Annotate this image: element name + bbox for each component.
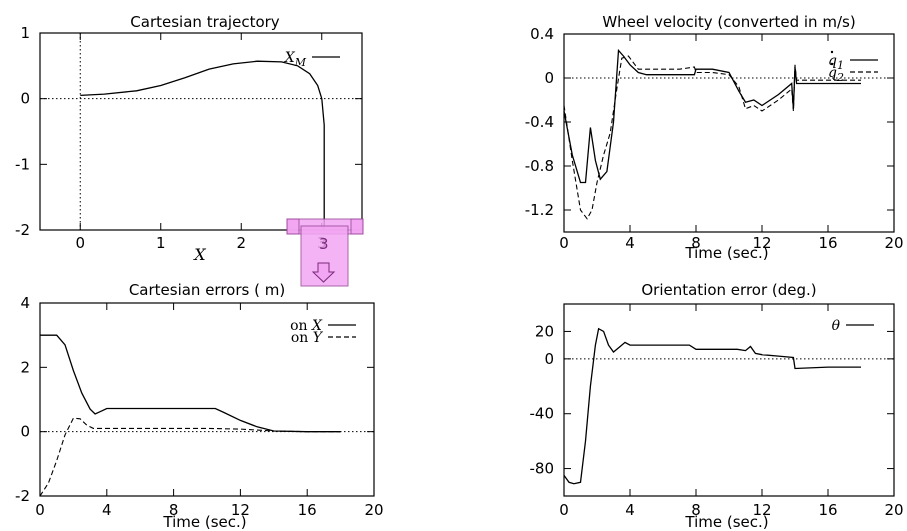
plot-frame bbox=[39, 32, 363, 231]
y-tick-label: -40 bbox=[530, 405, 555, 423]
legend-dot-icon bbox=[830, 62, 834, 66]
overlay-label: 3 bbox=[319, 235, 329, 253]
x-tick-label: 1 bbox=[156, 234, 166, 252]
legend-label: q1 bbox=[828, 53, 844, 72]
chart-title: Orientation error (deg.) bbox=[641, 281, 816, 299]
legend-label: on X bbox=[290, 318, 323, 334]
x-tick-label: 20 bbox=[884, 234, 903, 252]
legend-label: q2 bbox=[828, 65, 844, 84]
y-tick-label: -0.8 bbox=[525, 157, 554, 175]
series-line-1 bbox=[80, 60, 325, 230]
down-arrow-icon[interactable] bbox=[311, 262, 336, 283]
x-tick-label: 16 bbox=[298, 501, 317, 519]
orientation-error-panel: Orientation error (deg.) 0 4 8 12 16 20 20 0 -40 -… bbox=[530, 281, 904, 531]
plot-frame bbox=[39, 302, 375, 497]
y-tick-label: 0 bbox=[544, 350, 554, 368]
x-tick-label: 4 bbox=[625, 234, 635, 252]
plot-frame bbox=[563, 303, 895, 497]
x-tick-label: 20 bbox=[884, 501, 903, 519]
x-tick-label: 12 bbox=[752, 234, 771, 252]
x-tick-label: 12 bbox=[231, 501, 250, 519]
y-tick-label: -2 bbox=[15, 221, 30, 239]
y-tick-label: -1 bbox=[15, 155, 30, 173]
y-tick-label: -1.2 bbox=[525, 201, 554, 219]
plot-frame bbox=[563, 33, 895, 233]
x-tick-label: 0 bbox=[559, 501, 569, 519]
x-tick-label: 12 bbox=[752, 501, 771, 519]
series-line-1 bbox=[563, 327, 861, 485]
y-tick-label: 0 bbox=[20, 90, 30, 108]
x-tick-label: 8 bbox=[691, 234, 701, 252]
x-tick-label: 0 bbox=[559, 234, 569, 252]
y-tick-label: 0 bbox=[20, 423, 30, 441]
x-tick-label: 0 bbox=[75, 234, 85, 252]
y-tick-label: 0.4 bbox=[530, 25, 554, 43]
chart-title: Cartesian trajectory bbox=[130, 13, 280, 31]
wheel-velocity-panel: Wheel velocity (converted in m/s) 0 4 8 12 16… bbox=[525, 13, 904, 262]
series-line-2 bbox=[563, 55, 861, 220]
x-axis-label: Time (sec.) bbox=[684, 513, 768, 531]
y-tick-label: 20 bbox=[535, 322, 554, 340]
y-tick-label: -80 bbox=[530, 460, 555, 478]
chart-title: Cartesian errors ( m) bbox=[129, 281, 285, 299]
pink-marker-overlay[interactable]: 3 bbox=[286, 218, 364, 287]
legend-dot-icon bbox=[830, 50, 834, 54]
chart-title: Wheel velocity (converted in m/s) bbox=[602, 13, 855, 31]
x-tick-label: 16 bbox=[818, 234, 837, 252]
x-tick-label: 4 bbox=[625, 501, 635, 519]
x-axis-label: Time (sec.) bbox=[684, 244, 768, 262]
x-tick-label: 0 bbox=[35, 501, 45, 519]
y-tick-label: 1 bbox=[20, 24, 30, 42]
y-tick-label: 2 bbox=[20, 358, 30, 376]
x-tick-label: 8 bbox=[169, 501, 179, 519]
overlay-left-knob[interactable] bbox=[286, 218, 300, 235]
x-axis-label: X bbox=[192, 245, 206, 264]
cartesian-errors-panel: Cartesian errors ( m)0 4 8 12 16 20420-2Time … bbox=[15, 281, 384, 531]
x-tick-label: 16 bbox=[818, 501, 837, 519]
legend-label: XM bbox=[284, 50, 307, 69]
series-line-2 bbox=[39, 417, 341, 497]
series-line-1 bbox=[40, 334, 341, 433]
legend-label: θ bbox=[832, 318, 841, 334]
x-axis-label: Time (sec.) bbox=[162, 513, 246, 531]
y-tick-label: -0.4 bbox=[525, 113, 554, 131]
series-line-1 bbox=[563, 48, 861, 184]
x-tick-label: 20 bbox=[364, 501, 383, 519]
legend-label: on Y bbox=[291, 330, 324, 346]
y-tick-label: 0 bbox=[544, 69, 554, 87]
y-tick-label: -2 bbox=[15, 487, 30, 505]
x-tick-label: 4 bbox=[102, 501, 112, 519]
y-tick-label: 4 bbox=[20, 294, 30, 312]
x-tick-label: 2 bbox=[236, 234, 246, 252]
overlay-right-knob[interactable] bbox=[350, 218, 364, 235]
x-tick-label: 8 bbox=[691, 501, 701, 519]
